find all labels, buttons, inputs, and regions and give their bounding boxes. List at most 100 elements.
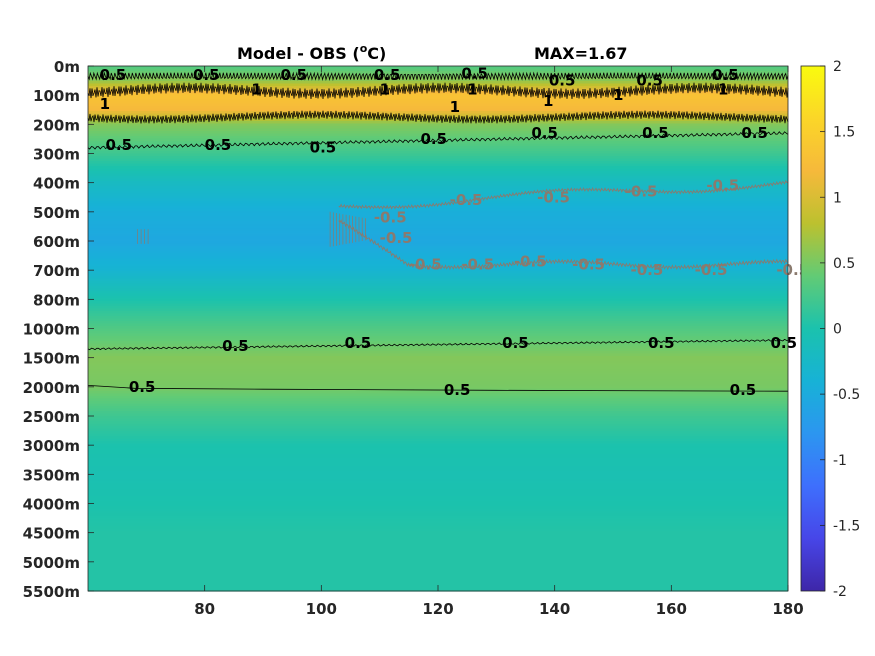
heatmap-band <box>88 143 788 147</box>
heatmap-band <box>88 118 788 122</box>
heatmap-band <box>88 316 788 320</box>
heatmap-band <box>88 311 788 315</box>
heatmap-band <box>88 506 788 510</box>
heatmap-band <box>88 398 788 402</box>
heatmap-band <box>88 133 788 137</box>
heatmap-band <box>88 351 788 355</box>
y-tick-label: 300m <box>33 146 80 164</box>
contour-line-0.5 <box>87 385 789 392</box>
heatmap-band <box>88 131 788 135</box>
heatmap-band <box>88 163 788 167</box>
heatmap-band <box>88 333 788 337</box>
contour-label: 0.5 <box>741 124 768 142</box>
heatmap-band <box>88 556 788 560</box>
heatmap-band <box>88 343 788 347</box>
heatmap-band <box>88 188 788 192</box>
heatmap-band <box>88 331 788 335</box>
heatmap-band <box>88 128 788 132</box>
contour-label: 0.5 <box>193 66 220 84</box>
heatmap-band <box>88 421 788 425</box>
heatmap-band <box>88 361 788 365</box>
heatmap-band <box>88 581 788 585</box>
contour-label: 0.5 <box>531 124 558 142</box>
contour-label: 1 <box>613 86 623 104</box>
heatmap-band <box>88 553 788 557</box>
heatmap-band <box>88 308 788 312</box>
x-axis: 80 100 120 140 160 180 <box>194 66 804 618</box>
heatmap-band <box>88 378 788 382</box>
y-tick-label: 800m <box>33 291 80 309</box>
heatmap-band <box>88 503 788 507</box>
heatmap-band <box>88 326 788 330</box>
heatmap-band <box>88 251 788 255</box>
y-tick-label: 200m <box>33 116 80 134</box>
heatmap-band <box>88 483 788 487</box>
y-tick-label: 1500m <box>23 350 80 368</box>
heatmap-band <box>88 181 788 185</box>
colorbar-tick-label: 2 <box>833 59 842 75</box>
heatmap-band <box>88 578 788 582</box>
heatmap-band <box>88 246 788 250</box>
contour-label: 1 <box>543 92 553 110</box>
x-tick-label: 160 <box>656 600 687 618</box>
heatmap-band <box>88 81 788 85</box>
y-tick-label: 400m <box>33 175 80 193</box>
contour-label: 1 <box>718 80 728 98</box>
heatmap-band <box>88 358 788 362</box>
heatmap-band <box>88 381 788 385</box>
heatmap-band <box>88 456 788 460</box>
x-tick-label: 100 <box>306 600 337 618</box>
contour-line-0.5 <box>87 71 789 81</box>
heatmap-band <box>88 533 788 537</box>
contour-label: 0.5 <box>642 124 669 142</box>
y-tick-label: 0m <box>54 58 80 76</box>
heatmap-band <box>88 201 788 205</box>
heatmap-band <box>88 296 788 300</box>
contour-label: -0.5 <box>409 255 442 273</box>
colorbar-tick-label: -2 <box>833 584 847 600</box>
heatmap-band <box>88 178 788 182</box>
heatmap-band <box>88 156 788 160</box>
heatmap-band <box>88 73 788 77</box>
heatmap-band <box>88 508 788 512</box>
contour-line-neg0.5 <box>338 218 789 271</box>
heatmap-band <box>88 121 788 125</box>
y-axis: 0m 100m 200m 300m 400m 500m 600m 700m 800m 1000m 1… <box>23 58 94 601</box>
contour-label: 0.5 <box>106 136 133 154</box>
contour-label: 0.5 <box>461 64 488 82</box>
y-tick-label: 3000m <box>23 437 80 455</box>
colorbar-tick-label: 1.5 <box>833 125 855 141</box>
contour-label: 1 <box>450 98 460 116</box>
contour-label: 1 <box>380 80 390 98</box>
heatmap-band <box>88 91 788 95</box>
heatmap-band <box>88 391 788 395</box>
contour-label: 1 <box>467 80 477 98</box>
heatmap-band <box>88 441 788 445</box>
heatmap-band <box>88 541 788 545</box>
heatmap-band <box>88 111 788 115</box>
heatmap-band <box>88 221 788 225</box>
heatmap-band <box>88 108 788 112</box>
contour-label: -0.5 <box>461 255 494 273</box>
heatmap-band <box>88 546 788 550</box>
heatmap-band <box>88 198 788 202</box>
contour-label: -0.5 <box>450 191 483 209</box>
contour-label: 0.5 <box>421 130 448 148</box>
heatmap-band <box>88 411 788 415</box>
contour-label: 0.5 <box>771 334 798 352</box>
heatmap-band <box>88 303 788 307</box>
heatmap-band <box>88 486 788 490</box>
heatmap-band <box>88 396 788 400</box>
contour-label: 0.5 <box>712 66 739 84</box>
heatmap-band <box>88 491 788 495</box>
chart-title: Model - OBS (oC) <box>237 42 386 63</box>
contour-label: 0.5 <box>648 334 675 352</box>
heatmap-band <box>88 468 788 472</box>
contour-label: -0.5 <box>695 261 728 279</box>
heatmap-band <box>88 223 788 227</box>
colorbar-tick-label: 1 <box>833 190 842 206</box>
heatmap-band <box>88 433 788 437</box>
heatmap-band <box>88 123 788 127</box>
contour-label: 0.5 <box>730 381 757 399</box>
colorbar: 2 1.5 1 0.5 0 -0.5 -1 -1.5 -2 <box>800 59 860 600</box>
